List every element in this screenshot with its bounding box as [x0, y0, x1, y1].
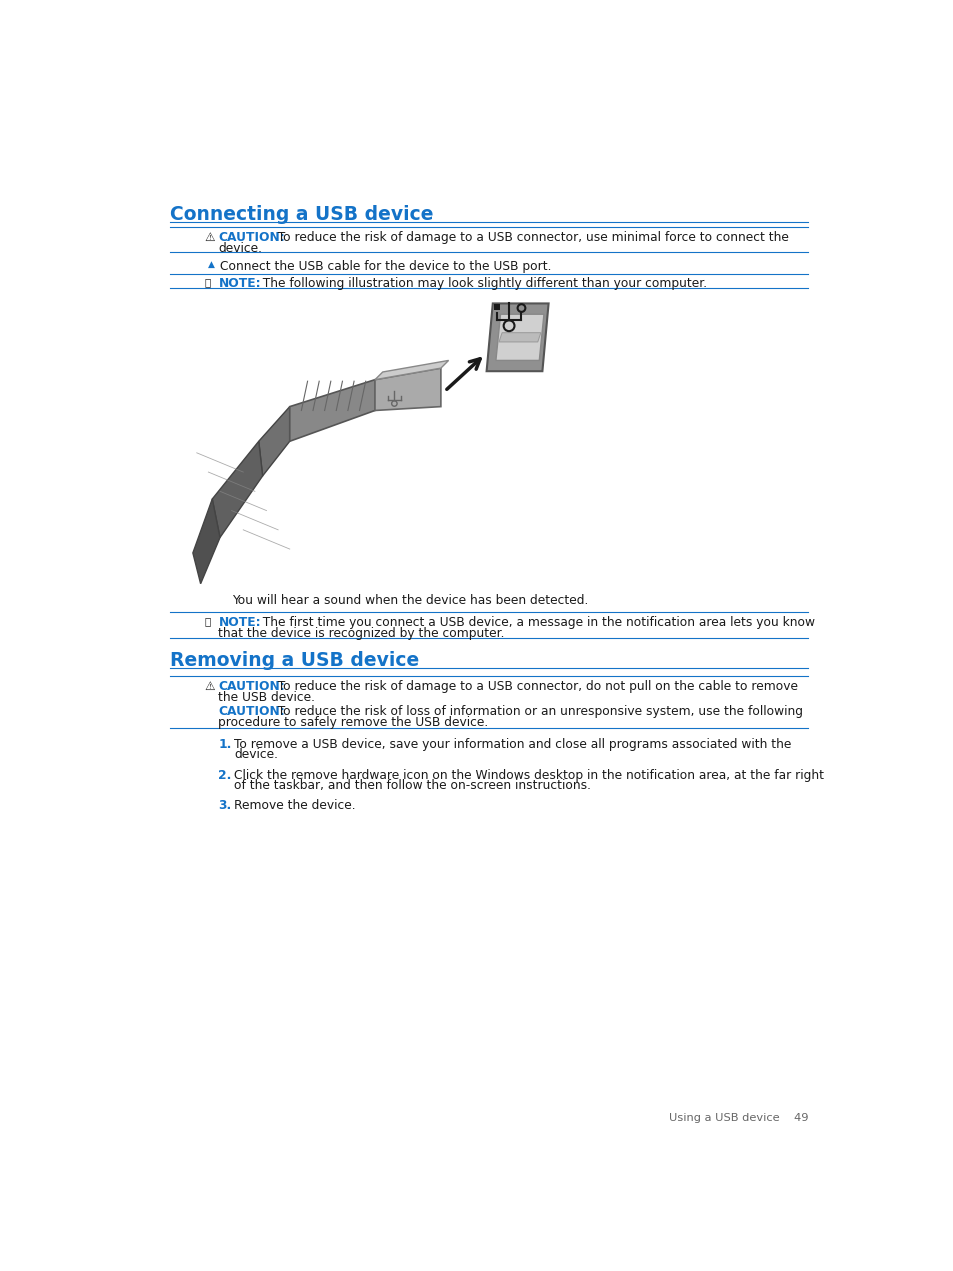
Text: 1.: 1.: [218, 737, 232, 751]
Text: The first time you connect a USB device, a message in the notification area lets: The first time you connect a USB device,…: [254, 616, 814, 629]
Text: of the taskbar, and then follow the on-screen instructions.: of the taskbar, and then follow the on-s…: [233, 779, 590, 792]
Text: procedure to safely remove the USB device.: procedure to safely remove the USB devic…: [218, 716, 488, 730]
Polygon shape: [290, 380, 375, 441]
Polygon shape: [375, 369, 440, 411]
Text: Using a USB device    49: Using a USB device 49: [668, 1113, 807, 1124]
Text: CAUTION:: CAUTION:: [218, 680, 285, 693]
Text: You will hear a sound when the device has been detected.: You will hear a sound when the device ha…: [232, 594, 587, 606]
Text: To reduce the risk of damage to a USB connector, do not pull on the cable to rem: To reduce the risk of damage to a USB co…: [270, 680, 798, 693]
Text: ⎙: ⎙: [204, 277, 211, 287]
Text: Remove the device.: Remove the device.: [233, 799, 355, 812]
Text: To reduce the risk of loss of information or an unresponsive system, use the fol: To reduce the risk of loss of informatio…: [270, 705, 802, 718]
Text: ⚠: ⚠: [204, 680, 214, 693]
Text: Connect the USB cable for the device to the USB port.: Connect the USB cable for the device to …: [220, 261, 551, 273]
Polygon shape: [258, 407, 290, 475]
Text: ▲: ▲: [208, 261, 215, 269]
Polygon shape: [486, 304, 548, 371]
Text: device.: device.: [233, 749, 277, 761]
Polygon shape: [496, 314, 543, 361]
Text: CAUTION:: CAUTION:: [218, 705, 285, 718]
Polygon shape: [375, 361, 448, 380]
Text: 3.: 3.: [218, 799, 232, 812]
Polygon shape: [498, 333, 540, 342]
Text: NOTE:: NOTE:: [218, 277, 261, 290]
Text: To reduce the risk of damage to a USB connector, use minimal force to connect th: To reduce the risk of damage to a USB co…: [270, 231, 788, 244]
Text: NOTE:: NOTE:: [218, 616, 261, 629]
Text: ⎙: ⎙: [204, 616, 211, 627]
Text: Click the remove hardware icon on the Windows desktop in the notification area, : Click the remove hardware icon on the Wi…: [233, 769, 823, 782]
Text: CAUTION:: CAUTION:: [218, 231, 285, 244]
Text: The following illustration may look slightly different than your computer.: The following illustration may look slig…: [254, 277, 706, 290]
Text: Connecting a USB device: Connecting a USB device: [170, 205, 433, 224]
Text: Removing a USB device: Removing a USB device: [170, 652, 418, 671]
Text: that the device is recognized by the computer.: that the device is recognized by the com…: [218, 627, 504, 639]
Text: 2.: 2.: [218, 769, 232, 782]
Text: the USB device.: the USB device.: [218, 690, 315, 704]
Text: device.: device.: [218, 241, 262, 255]
Bar: [493, 304, 499, 310]
Text: To remove a USB device, save your information and close all programs associated : To remove a USB device, save your inform…: [233, 737, 790, 751]
Text: ⚠: ⚠: [204, 231, 214, 244]
Polygon shape: [212, 441, 262, 538]
Polygon shape: [193, 500, 220, 583]
